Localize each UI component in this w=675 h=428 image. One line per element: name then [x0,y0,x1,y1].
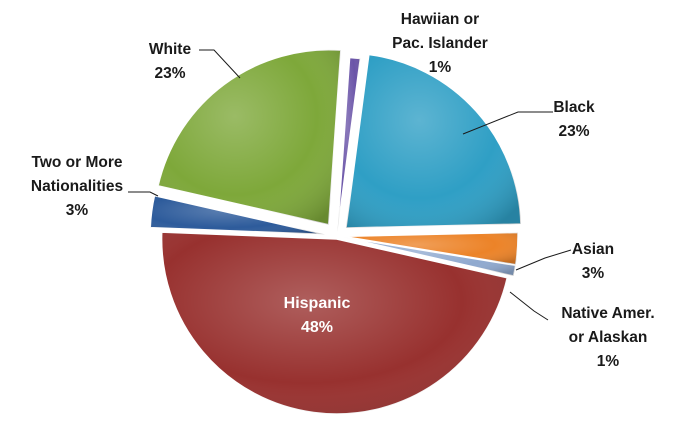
slice-label-native-amer-or-alaskan: Native Amer. or Alaskan 1% [561,305,654,370]
slice-label-line: or Alaskan [569,329,648,346]
slice-label-line: White [149,41,192,58]
slice-label-hispanic: Hispanic 48% [284,295,351,336]
leader-line-two-or-more-nationalities [128,191,159,197]
slice-label-line: Hispanic [284,295,351,312]
leader-line-black [462,111,553,135]
leader-line-native-amer-or-alaskan [509,291,549,321]
slice-label-line: 1% [429,59,452,76]
slice-label-line: 23% [154,65,185,82]
slice-label-line: Nationalities [31,178,123,195]
slice-label-line: 23% [558,123,589,140]
slice-label-black: Black 23% [553,99,595,140]
slice-label-line: Black [553,99,595,116]
slice-label-line: 3% [66,202,89,219]
slice-label-two-or-more-nationalities: Two or More Nationalities 3% [31,154,123,219]
slice-label-hawiian-or-pac-islander: Hawiian or Pac. Islander 1% [392,11,488,76]
leader-line-asian [515,249,572,271]
leader-line-white [199,49,241,79]
slice-label-white: White 23% [149,41,192,82]
slice-label-line: 1% [597,353,620,370]
slice-label-line: Pac. Islander [392,35,488,52]
pie-slice-black [345,53,522,229]
slice-label-line: Two or More [32,154,123,171]
slice-label-line: 3% [582,265,605,282]
slice-label-line: Hawiian or [401,11,479,28]
slice-label-asian: Asian 3% [572,241,614,282]
slice-label-line: Native Amer. [561,305,654,322]
slice-label-line: Asian [572,241,614,258]
slice-label-line: 48% [301,319,333,336]
